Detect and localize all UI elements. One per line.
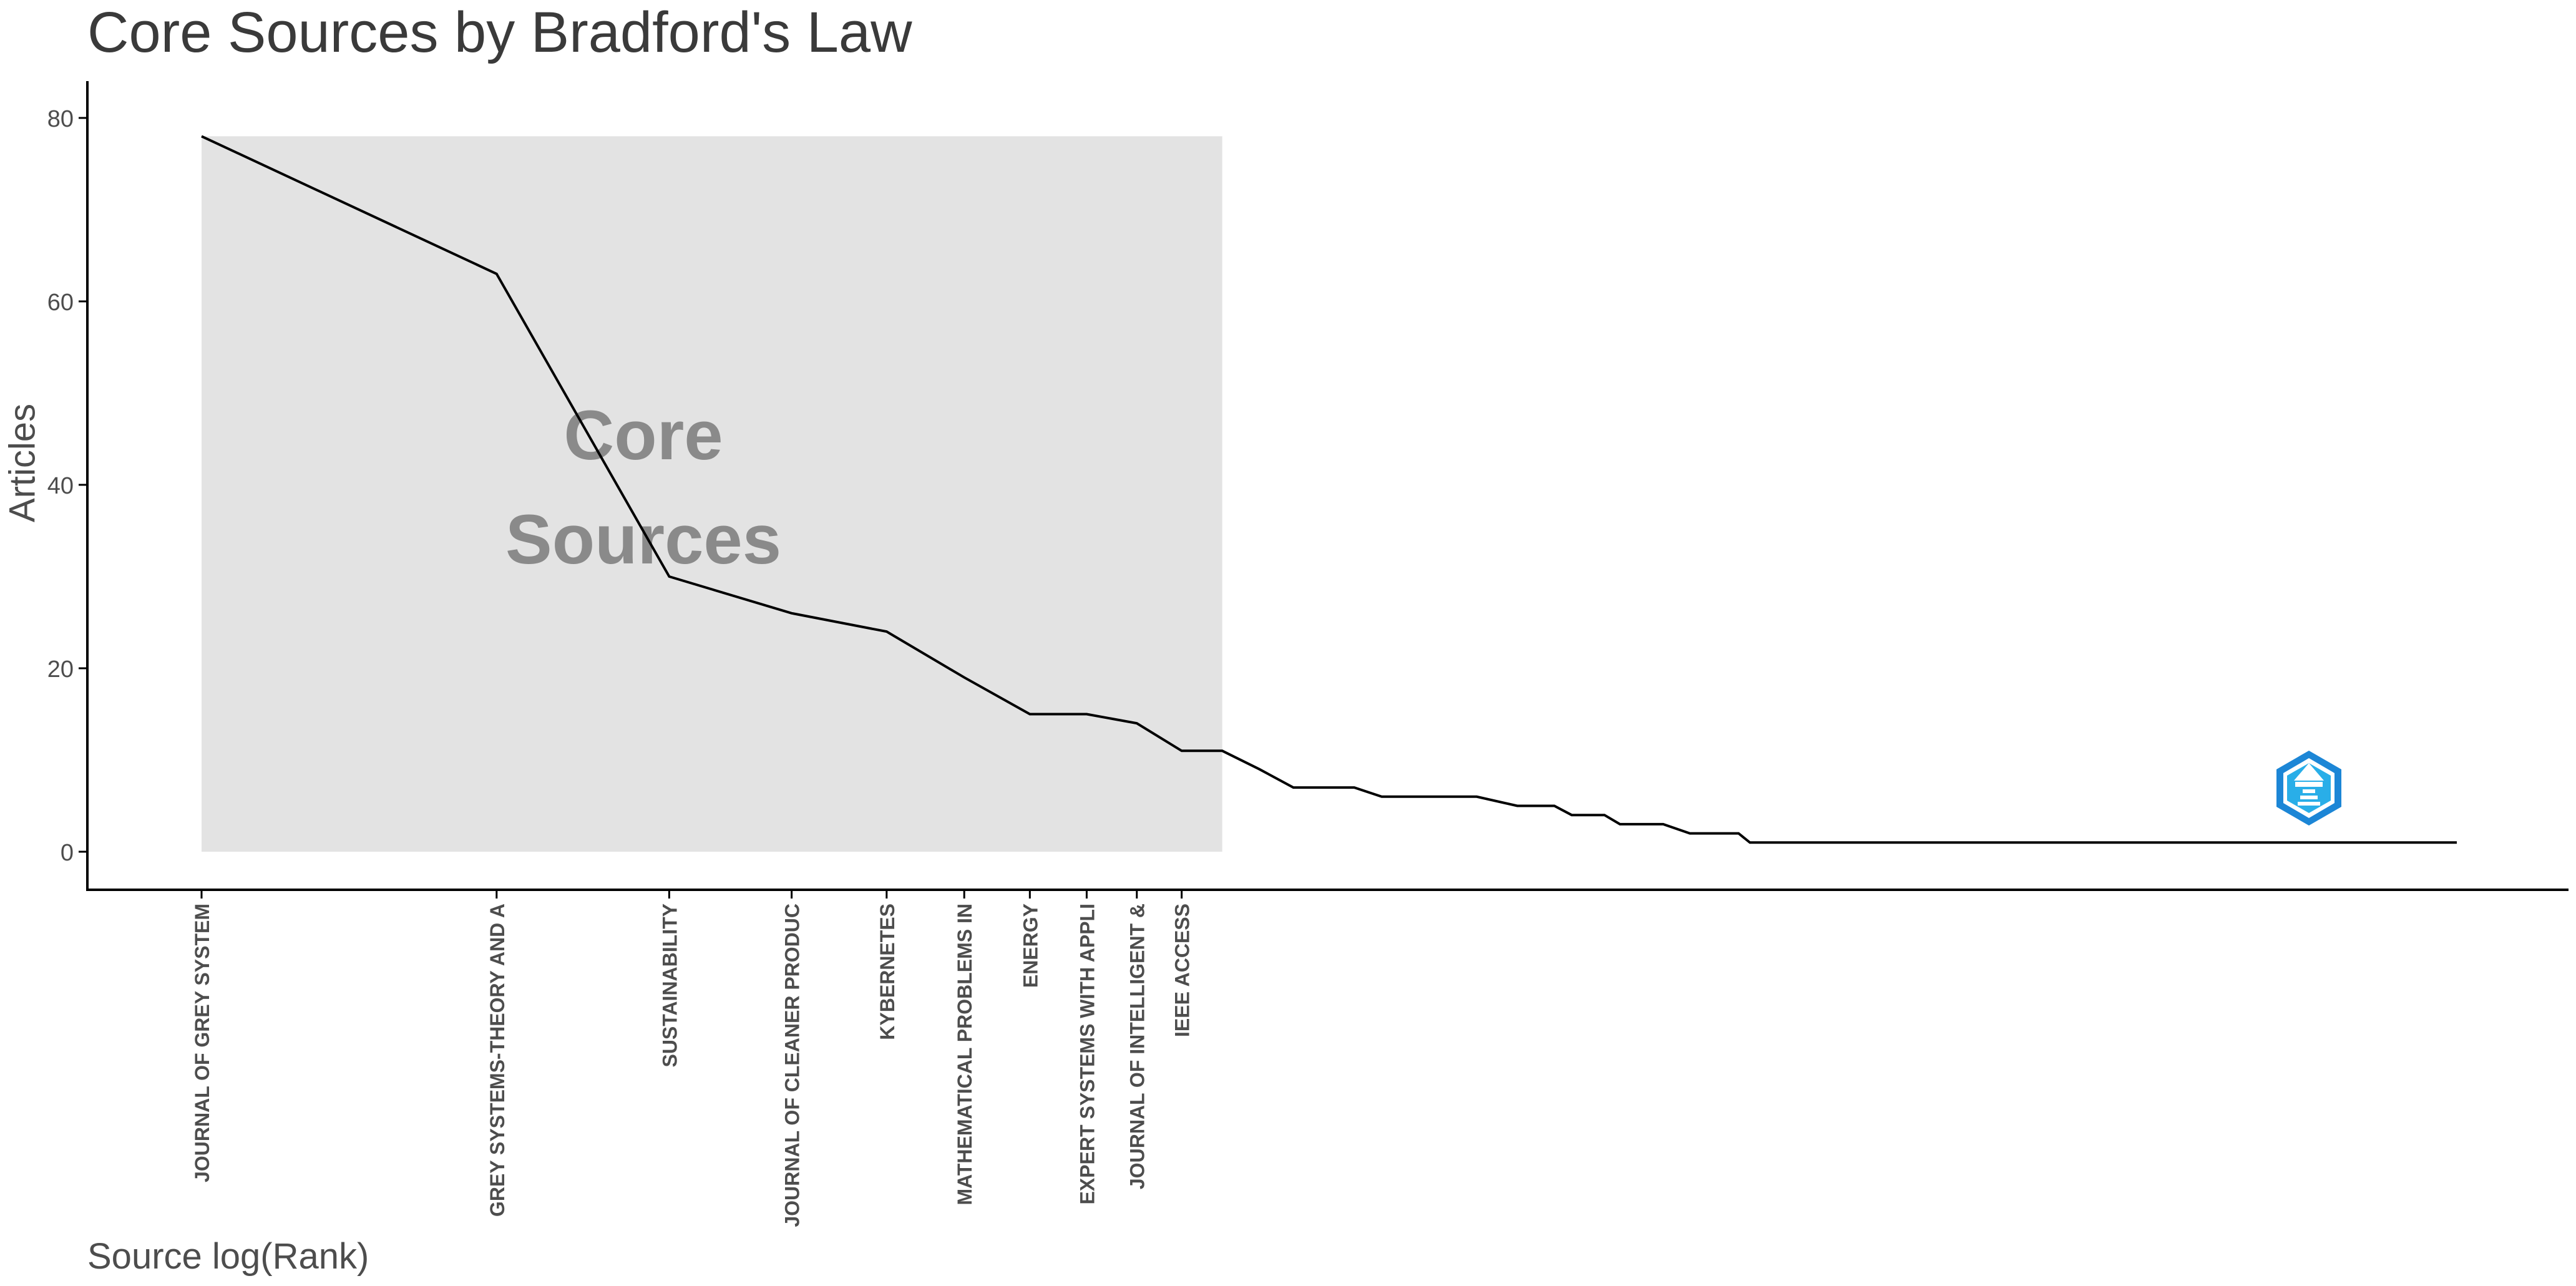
x-tick-label: SUSTAINABILITY xyxy=(658,904,681,1068)
x-tick-label: KYBERNETES xyxy=(876,904,899,1040)
x-tick-label: GREY SYSTEMS-THEORY AND A xyxy=(486,904,509,1217)
y-tick-label: 0 xyxy=(61,840,74,866)
y-tick-label: 60 xyxy=(47,290,74,316)
x-tick-label: JOURNAL OF CLEANER PRODUC xyxy=(781,904,804,1227)
x-tick-label: EXPERT SYSTEMS WITH APPLI xyxy=(1076,904,1098,1204)
chart-title: Core Sources by Bradford's Law xyxy=(87,1,912,64)
x-tick-label: JOURNAL OF GREY SYSTEM xyxy=(191,904,213,1182)
bibliometrix-logo-icon xyxy=(2276,751,2341,826)
y-tick-label: 40 xyxy=(47,473,74,499)
x-tick-label: IEEE ACCESS xyxy=(1171,904,1194,1037)
core-sources-zone xyxy=(202,136,1222,852)
x-tick-label: JOURNAL OF INTELLIGENT & xyxy=(1126,904,1149,1189)
x-axis-label: Source log(Rank) xyxy=(87,1236,369,1277)
core-zone-label-line2: Sources xyxy=(505,500,781,578)
x-tick-label: MATHEMATICAL PROBLEMS IN xyxy=(954,904,976,1206)
y-tick-label: 20 xyxy=(47,656,74,683)
x-tick-label: ENERGY xyxy=(1019,904,1042,988)
y-tick-label: 80 xyxy=(47,106,74,132)
series-line xyxy=(201,135,2457,844)
core-zone-label-line1: Core xyxy=(564,396,723,474)
